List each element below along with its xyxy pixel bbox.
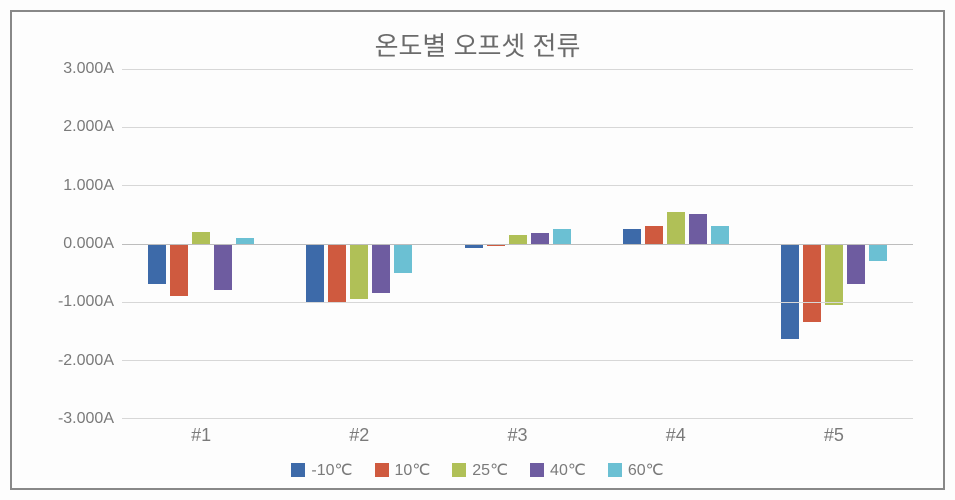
y-axis: 3.000A2.000A1.000A0.000A-1.000A-2.000A-3… xyxy=(42,69,122,419)
legend-swatch xyxy=(530,463,544,477)
bar-rect xyxy=(623,229,641,244)
x-tick-label: #2 xyxy=(280,419,438,446)
y-tick-label: -1.000A xyxy=(58,293,114,311)
bar-rect xyxy=(667,212,685,244)
chart-container: 온도별 오프셋 전류 3.000A 2.000A 1.000A 0.000A -1.00… xyxy=(0,0,955,500)
plot-row: 3.000A2.000A1.000A0.000A-1.000A-2.000A-3… xyxy=(42,69,913,419)
y-tick-label: -3.000A xyxy=(58,410,114,428)
legend-item: 25℃ xyxy=(452,460,508,480)
bar-rect xyxy=(553,229,571,244)
bar-rect xyxy=(170,244,188,296)
legend-label: 25℃ xyxy=(472,460,508,480)
bar-rect xyxy=(509,235,527,244)
chart-title: 온도별 오프셋 전류 xyxy=(42,26,913,63)
legend-swatch xyxy=(608,463,622,477)
legend-item: 10℃ xyxy=(375,460,431,480)
gridline xyxy=(122,185,913,186)
legend-swatch xyxy=(291,463,305,477)
bar-rect xyxy=(214,244,232,291)
gridline xyxy=(122,418,913,419)
legend-item: 60℃ xyxy=(608,460,664,480)
x-tick-label: #5 xyxy=(755,419,913,446)
y-tick-label: 2.000A xyxy=(63,118,114,136)
bar-rect xyxy=(803,244,821,323)
legend-label: 10℃ xyxy=(395,460,431,480)
bar-rect xyxy=(781,244,799,340)
bar-rect xyxy=(825,244,843,305)
plot-area xyxy=(122,69,913,419)
legend-label: 40℃ xyxy=(550,460,586,480)
bar-rect xyxy=(372,244,390,293)
legend-item: -10℃ xyxy=(291,460,352,480)
bar-rect xyxy=(645,226,663,243)
x-tick-label: #4 xyxy=(597,419,755,446)
bar-rect xyxy=(394,244,412,273)
legend-swatch xyxy=(375,463,389,477)
bar-rect xyxy=(711,226,729,243)
y-tick-label: 1.000A xyxy=(63,177,114,195)
legend: -10℃ 10℃ 25℃ 40℃ 60℃ xyxy=(42,446,913,480)
bar-rect xyxy=(689,214,707,243)
bar-rect xyxy=(328,244,346,302)
legend-label: 60℃ xyxy=(628,460,664,480)
x-tick-label: #3 xyxy=(438,419,596,446)
bar-rect xyxy=(869,244,887,261)
gridline xyxy=(122,69,913,70)
bar-rect xyxy=(350,244,368,299)
chart-frame: 온도별 오프셋 전류 3.000A 2.000A 1.000A 0.000A -1.00… xyxy=(10,10,945,490)
gridline xyxy=(122,360,913,361)
y-tick-label: 0.000A xyxy=(63,235,114,253)
bar-rect xyxy=(847,244,865,285)
y-tick-label: 3.000A xyxy=(63,60,114,78)
legend-label: -10℃ xyxy=(311,460,352,480)
legend-item: 40℃ xyxy=(530,460,586,480)
bar-rect xyxy=(306,244,324,302)
x-tick-label: #1 xyxy=(122,419,280,446)
gridline xyxy=(122,127,913,128)
bar-rect xyxy=(192,232,210,244)
legend-swatch xyxy=(452,463,466,477)
bar-rect xyxy=(531,233,549,243)
gridline xyxy=(122,244,913,245)
gridline xyxy=(122,302,913,303)
x-axis: #1#2#3#4#5 xyxy=(122,419,913,446)
y-tick-label: -2.000A xyxy=(58,352,114,370)
bar-rect xyxy=(148,244,166,285)
